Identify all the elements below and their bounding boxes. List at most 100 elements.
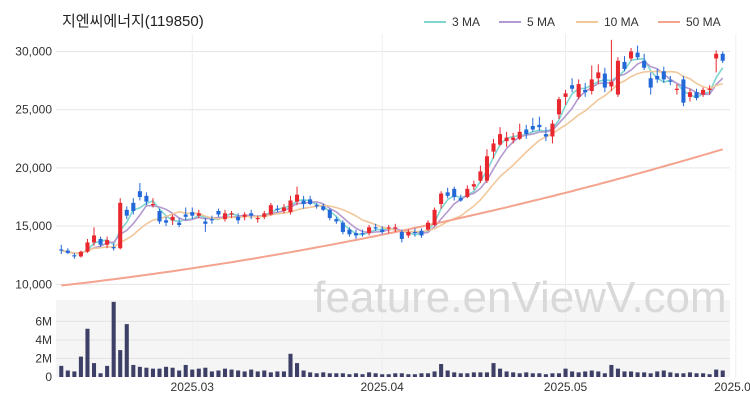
legend-label: 50 MA (686, 15, 721, 29)
candle-body (242, 214, 247, 217)
candle-body (655, 75, 660, 80)
candle-body (399, 231, 404, 239)
volume-bar (314, 373, 319, 377)
candle-body (268, 205, 273, 215)
volume-bar (308, 372, 313, 377)
candle-body (720, 53, 725, 61)
date-tick-label: 2025.04 (360, 380, 404, 394)
volume-bar (229, 369, 234, 377)
candle-body (491, 143, 496, 152)
candle-body (484, 156, 489, 181)
volume-bar (249, 369, 254, 377)
candle (563, 89, 568, 106)
legend-item: 5 MA (499, 15, 555, 29)
volume-bar (98, 373, 103, 377)
candle (111, 243, 116, 251)
volume-bar (661, 370, 666, 377)
candle (543, 127, 548, 142)
candle-body (367, 227, 372, 234)
candle-body (360, 233, 365, 235)
volume-bar (602, 373, 607, 377)
legend-item: 10 MA (576, 15, 639, 29)
volume-bar (295, 363, 300, 377)
chart-title: 지엔씨에너지(119850) (62, 13, 204, 30)
candle-body (288, 200, 293, 213)
candle (242, 212, 247, 221)
volume-bar (177, 370, 182, 377)
volume-bar (386, 374, 391, 377)
volume-bar (491, 363, 496, 377)
candle-body (406, 231, 411, 236)
volume-bar (288, 353, 293, 377)
candle (648, 72, 653, 95)
volume-bar (576, 372, 581, 377)
candle-body (183, 214, 188, 217)
candle-body (556, 99, 562, 115)
candle (445, 187, 450, 199)
volume-bar (648, 373, 653, 377)
candle (674, 84, 679, 95)
volume-bar (701, 373, 706, 377)
volume-bar (517, 373, 522, 377)
volume-bar (609, 364, 614, 377)
candle (622, 56, 627, 72)
candle-body (668, 80, 673, 82)
date-tick-label: 2025.06 (714, 380, 750, 394)
candle-body (687, 92, 693, 97)
candle-body (714, 53, 719, 59)
candle (687, 88, 693, 102)
candle-body (576, 84, 581, 97)
volume-bar (471, 372, 476, 377)
candle (170, 214, 175, 225)
volume-bar (687, 372, 693, 377)
volume-tick-label: 4M (35, 333, 52, 347)
candle-body (347, 229, 352, 235)
candle (412, 228, 417, 237)
candle (216, 208, 221, 217)
candle (78, 250, 83, 258)
candle (589, 65, 594, 95)
candle (65, 248, 70, 255)
candle-body (85, 242, 90, 252)
candle (596, 64, 601, 85)
volume-bar (543, 374, 548, 377)
volume-bar (694, 373, 699, 377)
candle (144, 192, 149, 206)
volume-bar (157, 368, 162, 377)
candle (694, 88, 699, 101)
candle-body (432, 209, 437, 225)
candle (347, 227, 352, 237)
candle (157, 208, 162, 224)
volume-bar (268, 372, 273, 377)
volume-bar (78, 356, 83, 377)
candle (465, 185, 470, 199)
candle-body (517, 131, 522, 139)
candle-body (596, 72, 601, 79)
candle (85, 238, 90, 253)
volume-bar (484, 372, 489, 377)
volume-bar (583, 371, 588, 377)
candle (720, 51, 725, 64)
candle (517, 123, 522, 140)
volume-bar (72, 371, 77, 377)
candle-body (471, 184, 476, 187)
volume-bar (412, 374, 417, 377)
volume-bar (301, 370, 306, 377)
volume-bar (144, 367, 149, 377)
volume-bar (183, 364, 188, 377)
candle-body (216, 210, 221, 215)
candle (511, 132, 516, 144)
candle-body (262, 213, 267, 217)
volume-bar (209, 371, 214, 377)
volume-bar (222, 368, 228, 377)
candle (399, 229, 404, 243)
candle-body (380, 229, 385, 232)
candle-body (255, 217, 260, 220)
volume-bar (406, 374, 411, 377)
volume-bar (327, 373, 332, 377)
volume-bar (242, 371, 247, 377)
volume-bar (105, 365, 110, 377)
candle (707, 85, 712, 95)
volume-bar (91, 363, 97, 377)
volume-bar (674, 373, 679, 377)
